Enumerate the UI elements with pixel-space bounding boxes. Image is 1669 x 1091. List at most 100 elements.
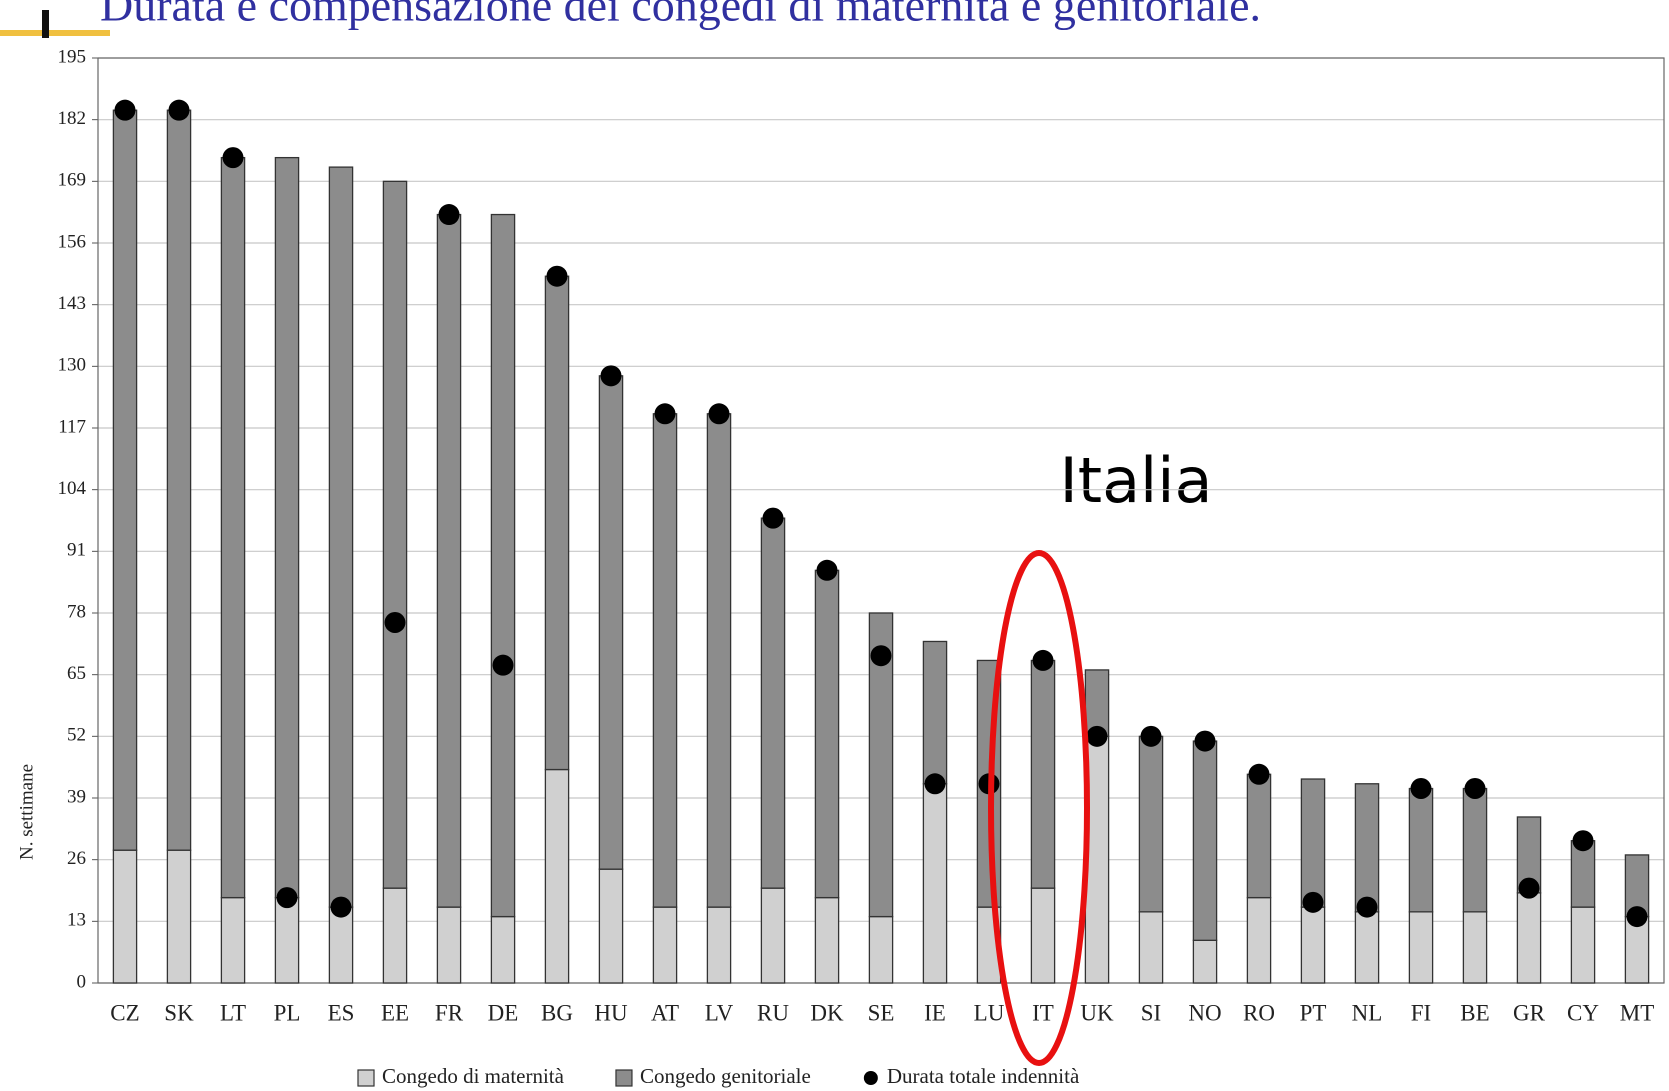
x-tick-label: UK [1080,1000,1114,1025]
y-tick-label: 65 [67,663,86,684]
x-tick-label: ES [328,1000,355,1025]
total-dot [1518,877,1540,899]
y-tick-label: 143 [58,293,87,314]
x-tick-label: IT [1032,1000,1054,1025]
x-tick-label: RO [1243,1000,1275,1025]
y-tick-label: 156 [58,231,87,252]
total-dot [1410,778,1432,800]
x-tick-label: DK [810,1000,844,1025]
y-tick-label: 78 [67,601,86,622]
total-dot [1140,725,1162,747]
bar-segment [274,156,300,899]
x-tick-label: BE [1460,1000,1489,1025]
bar-segment [1192,740,1218,941]
total-dot [1194,730,1216,752]
bar-segment [220,896,246,984]
x-tick-label: BG [541,1000,573,1025]
bar-segment [490,915,516,984]
y-tick-label: 104 [58,478,87,499]
bar-segment [652,906,678,984]
y-tick-label: 195 [58,46,87,67]
total-dot [708,403,730,425]
total-dot [1464,778,1486,800]
x-tick-label: AT [651,1000,679,1025]
bar-segment [1138,735,1164,913]
total-dot [762,507,784,529]
bar-segment [814,569,840,899]
y-tick-label: 130 [58,355,87,376]
x-tick-label: CZ [110,1000,139,1025]
x-tick-label: LU [974,1000,1005,1025]
x-tick-label: IE [924,1000,946,1025]
bar-segment [544,768,570,984]
total-dot [654,403,676,425]
bar-segment [1030,887,1056,984]
bar-segment [922,783,948,984]
bar-segment [328,906,354,984]
total-dot [492,654,514,676]
x-tick-label: PL [274,1000,301,1025]
bar-segment [1246,773,1272,899]
total-dot [1626,906,1648,928]
bar-segment [922,640,948,785]
bar-segment [1300,778,1326,908]
bar-segment [706,906,732,984]
bar-segment [490,213,516,918]
x-tick-label: GR [1513,1000,1546,1025]
x-tick-label: PT [1300,1000,1327,1025]
bar-segment [760,517,786,889]
x-tick-label: SK [164,1000,194,1025]
y-axis-label: N. settimane [16,764,37,860]
total-dot [1356,896,1378,918]
legend-label: Congedo genitoriale [640,1064,811,1088]
total-dot [114,99,136,121]
bar-segment [1462,911,1488,984]
bar-segment [274,896,300,984]
y-tick-label: 13 [67,910,86,931]
bar-segment [220,156,246,899]
total-dot [222,147,244,169]
x-tick-label: HU [594,1000,628,1025]
bar-segment [1354,911,1380,984]
y-tick-label: 117 [58,416,86,437]
decor-bar [0,30,110,36]
bar-segment [1192,939,1218,984]
bar-segment [166,849,192,984]
y-tick-label: 52 [67,725,86,746]
y-tick-label: 91 [67,540,86,561]
annotation: Italia [1059,444,1212,517]
x-tick-label: LV [705,1000,734,1025]
decor-mark [42,10,49,38]
bar-segment [544,275,570,771]
y-tick-label: 182 [58,108,87,129]
bar-segment [760,887,786,984]
bar-segment [706,413,732,908]
y-tick-label: 169 [58,170,87,191]
bar-segment [1138,911,1164,984]
bar-segment [598,868,624,984]
bar-segment [436,906,462,984]
bar-segment [868,612,894,918]
x-tick-label: EE [381,1000,409,1025]
total-dot [330,896,352,918]
bar-segment [1030,659,1056,889]
x-tick-label: RU [757,1000,789,1025]
total-dot [438,204,460,226]
bar-segment [1408,911,1434,984]
total-dot [546,265,568,287]
bar-segment [328,166,354,908]
total-dot [600,365,622,387]
y-tick-label: 39 [67,786,86,807]
total-dot [1302,891,1324,913]
total-dot [1032,649,1054,671]
bar-segment [436,213,462,908]
x-tick-label: SI [1141,1000,1161,1025]
total-dot [924,773,946,795]
chart-title: Durata e compensazione dei congedi di ma… [100,0,1261,31]
total-dot [276,887,298,909]
total-dot [816,559,838,581]
total-dot [1086,725,1108,747]
bar-segment [814,896,840,984]
x-tick-label: NL [1352,1000,1383,1025]
legend-label: Congedo di maternità [382,1064,565,1088]
